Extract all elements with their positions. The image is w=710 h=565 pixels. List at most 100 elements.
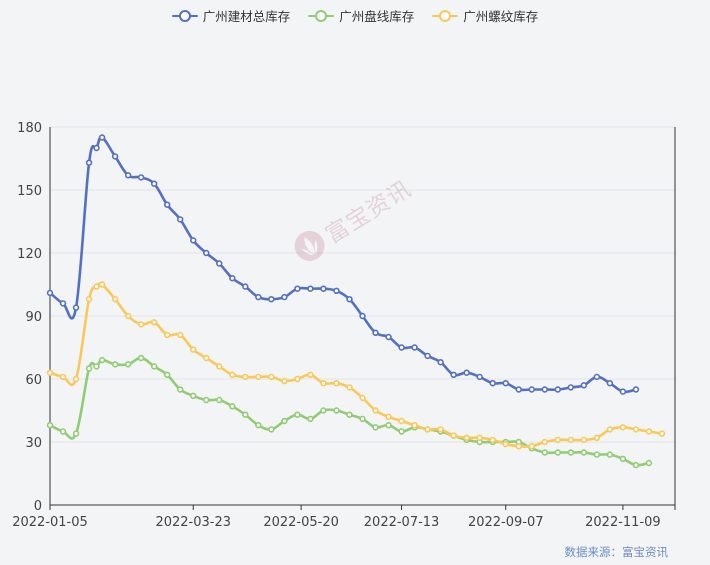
data-point[interactable] bbox=[59, 300, 67, 307]
data-point[interactable] bbox=[645, 428, 653, 435]
data-point[interactable] bbox=[541, 449, 548, 456]
data-point[interactable] bbox=[216, 396, 223, 404]
data-point[interactable] bbox=[255, 293, 262, 301]
data-point[interactable] bbox=[424, 426, 431, 433]
data-point[interactable] bbox=[124, 361, 132, 368]
data-point[interactable] bbox=[177, 216, 184, 223]
data-point[interactable] bbox=[307, 415, 314, 423]
data-point[interactable] bbox=[216, 260, 223, 267]
data-point[interactable] bbox=[372, 424, 379, 431]
data-point[interactable] bbox=[93, 283, 100, 290]
data-point[interactable] bbox=[203, 396, 210, 404]
data-point[interactable] bbox=[541, 386, 548, 393]
data-point[interactable] bbox=[294, 375, 301, 383]
data-point[interactable] bbox=[502, 440, 509, 448]
data-point[interactable] bbox=[163, 331, 171, 339]
data-point[interactable] bbox=[632, 461, 640, 469]
data-point[interactable] bbox=[46, 422, 54, 429]
data-point[interactable] bbox=[72, 430, 80, 437]
data-point[interactable] bbox=[85, 365, 93, 372]
data-point[interactable] bbox=[359, 394, 366, 402]
data-point[interactable] bbox=[463, 369, 470, 376]
data-point[interactable] bbox=[567, 436, 575, 444]
data-point[interactable] bbox=[593, 373, 601, 381]
data-point[interactable] bbox=[632, 386, 640, 393]
data-point[interactable] bbox=[398, 417, 405, 425]
data-point[interactable] bbox=[255, 422, 262, 429]
data-point[interactable] bbox=[242, 373, 249, 381]
data-point[interactable] bbox=[93, 144, 100, 152]
data-point[interactable] bbox=[111, 361, 119, 368]
data-point[interactable] bbox=[346, 411, 353, 418]
data-point[interactable] bbox=[580, 436, 588, 444]
data-point[interactable] bbox=[528, 443, 535, 450]
data-point[interactable] bbox=[333, 407, 340, 414]
data-point[interactable] bbox=[190, 237, 197, 244]
data-point[interactable] bbox=[359, 415, 366, 423]
data-point[interactable] bbox=[437, 426, 444, 433]
data-point[interactable] bbox=[424, 352, 431, 360]
data-point[interactable] bbox=[98, 134, 106, 141]
data-point[interactable] bbox=[268, 426, 275, 433]
data-point[interactable] bbox=[541, 438, 548, 446]
data-point[interactable] bbox=[372, 407, 379, 414]
data-point[interactable] bbox=[46, 369, 54, 376]
data-point[interactable] bbox=[203, 249, 210, 257]
data-point[interactable] bbox=[72, 375, 80, 383]
data-point[interactable] bbox=[177, 386, 184, 393]
data-point[interactable] bbox=[98, 356, 106, 364]
data-point[interactable] bbox=[580, 382, 588, 389]
data-point[interactable] bbox=[150, 363, 158, 370]
data-point[interactable] bbox=[320, 407, 327, 414]
data-point[interactable] bbox=[450, 371, 457, 378]
data-point[interactable] bbox=[190, 346, 197, 353]
data-point[interactable] bbox=[111, 296, 119, 303]
data-point[interactable] bbox=[229, 371, 236, 378]
data-point[interactable] bbox=[606, 451, 614, 458]
data-point[interactable] bbox=[580, 449, 588, 456]
data-point[interactable] bbox=[150, 180, 158, 187]
data-point[interactable] bbox=[463, 434, 470, 441]
data-point[interactable] bbox=[307, 371, 314, 378]
data-point[interactable] bbox=[281, 417, 288, 425]
data-point[interactable] bbox=[137, 354, 145, 362]
data-point[interactable] bbox=[567, 449, 575, 456]
legend-item-total[interactable]: 广州建材总库存 bbox=[171, 6, 290, 25]
data-point[interactable] bbox=[606, 380, 614, 387]
data-point[interactable] bbox=[554, 386, 562, 393]
legend-item-wire-rod[interactable]: 广州盘线库存 bbox=[308, 6, 414, 25]
data-point[interactable] bbox=[320, 285, 327, 292]
data-point[interactable] bbox=[163, 201, 171, 208]
data-point[interactable] bbox=[137, 321, 145, 328]
data-point[interactable] bbox=[476, 434, 483, 441]
data-point[interactable] bbox=[307, 285, 314, 292]
data-point[interactable] bbox=[163, 371, 171, 378]
data-point[interactable] bbox=[450, 432, 457, 439]
data-point[interactable] bbox=[515, 386, 522, 393]
data-point[interactable] bbox=[346, 296, 353, 303]
data-point[interactable] bbox=[385, 333, 392, 341]
data-point[interactable] bbox=[502, 380, 509, 387]
data-point[interactable] bbox=[385, 413, 392, 420]
data-point[interactable] bbox=[203, 354, 210, 362]
data-point[interactable] bbox=[281, 293, 288, 301]
data-point[interactable] bbox=[229, 403, 236, 410]
data-point[interactable] bbox=[190, 392, 197, 399]
data-point[interactable] bbox=[619, 455, 627, 462]
data-point[interactable] bbox=[398, 344, 405, 351]
data-point[interactable] bbox=[137, 174, 145, 181]
data-point[interactable] bbox=[489, 436, 496, 444]
data-point[interactable] bbox=[567, 384, 575, 391]
data-point[interactable] bbox=[124, 172, 132, 179]
data-point[interactable] bbox=[554, 436, 562, 444]
data-point[interactable] bbox=[658, 430, 666, 437]
data-point[interactable] bbox=[46, 289, 54, 297]
data-point[interactable] bbox=[255, 373, 262, 381]
legend-item-rebar[interactable]: 广州螺纹库存 bbox=[432, 6, 538, 25]
data-point[interactable] bbox=[216, 363, 223, 370]
data-point[interactable] bbox=[150, 319, 158, 326]
data-point[interactable] bbox=[281, 377, 288, 385]
data-point[interactable] bbox=[515, 443, 522, 450]
data-point[interactable] bbox=[645, 459, 653, 467]
data-point[interactable] bbox=[242, 283, 249, 290]
